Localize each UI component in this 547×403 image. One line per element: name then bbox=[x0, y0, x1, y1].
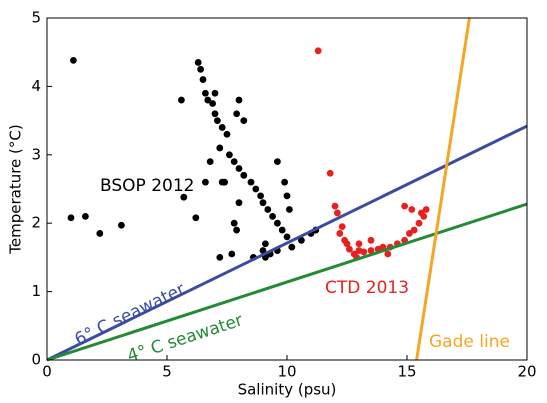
point bbox=[216, 254, 224, 261]
point bbox=[202, 178, 209, 186]
point bbox=[235, 199, 243, 207]
point bbox=[228, 250, 236, 258]
point bbox=[367, 236, 375, 244]
point bbox=[264, 206, 272, 213]
point bbox=[247, 178, 255, 186]
point bbox=[206, 158, 214, 166]
point bbox=[314, 47, 322, 55]
point bbox=[235, 165, 243, 172]
point bbox=[274, 219, 281, 227]
series-label: BSOP 2012 bbox=[100, 176, 194, 196]
point bbox=[355, 240, 363, 248]
point bbox=[422, 206, 430, 213]
series-label: CTD 2013 bbox=[325, 278, 409, 298]
point bbox=[214, 117, 221, 124]
point bbox=[235, 96, 243, 104]
point bbox=[406, 230, 413, 237]
x-tick-label: 10 bbox=[277, 363, 296, 381]
point bbox=[209, 100, 217, 107]
point bbox=[211, 110, 219, 118]
point bbox=[274, 158, 281, 166]
point bbox=[216, 144, 224, 152]
point bbox=[259, 199, 267, 207]
point bbox=[360, 248, 368, 256]
point bbox=[269, 212, 276, 220]
point bbox=[233, 226, 241, 234]
x-tick-label: 15 bbox=[397, 363, 416, 381]
y-axis-label: Temperature (°C) bbox=[7, 124, 25, 254]
point bbox=[410, 226, 418, 234]
point bbox=[262, 240, 269, 248]
point bbox=[223, 130, 231, 138]
plot-frame bbox=[46, 17, 528, 361]
x-axis-label: Salinity (psu) bbox=[238, 381, 337, 399]
point bbox=[96, 230, 104, 237]
point bbox=[204, 96, 212, 104]
point bbox=[408, 206, 416, 213]
point bbox=[178, 96, 185, 104]
y-tick-label: 2 bbox=[31, 214, 41, 232]
y-tick-label: 1 bbox=[31, 282, 41, 300]
point bbox=[278, 226, 286, 234]
point bbox=[233, 110, 241, 118]
point bbox=[401, 202, 408, 210]
point bbox=[288, 243, 296, 251]
point bbox=[192, 214, 200, 222]
y-tick-label: 4 bbox=[31, 77, 41, 95]
point bbox=[257, 192, 264, 200]
y-tick-label: 0 bbox=[31, 351, 41, 369]
point bbox=[211, 89, 219, 97]
point bbox=[67, 214, 75, 222]
point bbox=[281, 178, 288, 186]
point bbox=[252, 185, 260, 193]
point bbox=[199, 76, 207, 83]
point bbox=[82, 212, 89, 220]
point bbox=[336, 230, 344, 237]
point bbox=[218, 124, 226, 131]
line bbox=[46, 202, 528, 362]
point bbox=[194, 59, 202, 66]
point bbox=[197, 65, 205, 73]
line bbox=[415, 17, 471, 361]
point bbox=[240, 171, 248, 179]
point bbox=[180, 193, 188, 201]
y-tick-label: 5 bbox=[31, 9, 41, 27]
point bbox=[286, 206, 293, 213]
x-tick-label: 0 bbox=[42, 363, 52, 381]
point bbox=[226, 151, 233, 159]
point bbox=[230, 219, 238, 227]
point bbox=[298, 236, 305, 244]
point bbox=[283, 192, 291, 200]
point bbox=[70, 57, 77, 64]
point bbox=[326, 169, 334, 177]
x-tick-label: 5 bbox=[162, 363, 172, 381]
point bbox=[331, 202, 339, 210]
point bbox=[240, 117, 248, 124]
point bbox=[367, 247, 375, 254]
point bbox=[418, 209, 425, 217]
point bbox=[202, 89, 209, 97]
point bbox=[384, 250, 392, 258]
point bbox=[218, 178, 226, 186]
point bbox=[283, 233, 291, 241]
point bbox=[334, 209, 341, 217]
point bbox=[415, 219, 423, 227]
x-tick-label: 20 bbox=[517, 363, 536, 381]
y-tick-label: 3 bbox=[31, 145, 41, 163]
point bbox=[343, 240, 351, 248]
point bbox=[338, 223, 346, 231]
series-label: Gade line bbox=[429, 332, 510, 352]
point bbox=[346, 245, 353, 253]
point bbox=[118, 221, 125, 229]
point bbox=[230, 158, 238, 166]
